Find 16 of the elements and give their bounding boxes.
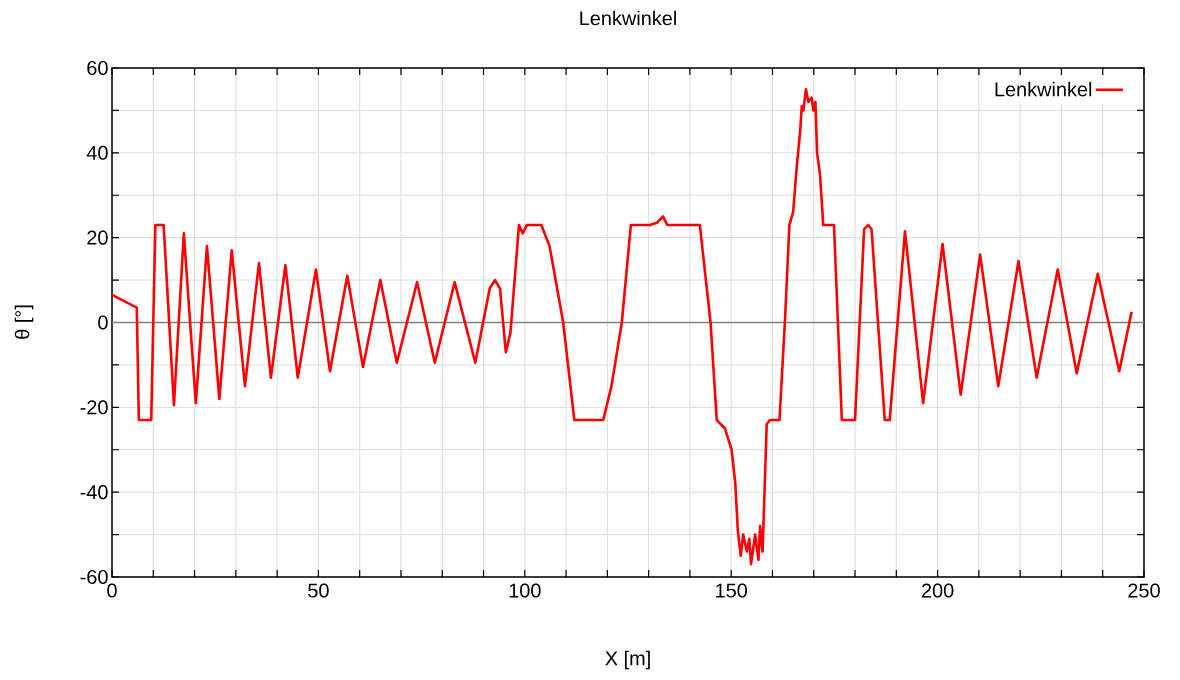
- x-tick-label: 150: [716, 583, 748, 598]
- x-tick-label: 250: [1128, 583, 1160, 598]
- y-axis-title: θ [°]: [14, 305, 34, 339]
- x-tick-label: 200: [921, 583, 954, 598]
- x-tick-label: 50: [308, 583, 329, 598]
- y-tick-label: 20: [87, 230, 108, 245]
- x-axis-title: X [m]: [605, 650, 650, 670]
- y-tick-label: -40: [80, 485, 108, 500]
- legend-label: Lenkwinkel: [995, 81, 1092, 97]
- x-tick-label: 100: [509, 583, 541, 598]
- y-tick-label: -20: [80, 400, 108, 415]
- y-tick-label: 60: [87, 60, 108, 76]
- y-tick-label: 40: [86, 145, 108, 160]
- chart-title: Lenkwinkel: [580, 10, 676, 26]
- y-tick-label: 0: [98, 315, 108, 330]
- y-tick-label: -60: [80, 569, 108, 585]
